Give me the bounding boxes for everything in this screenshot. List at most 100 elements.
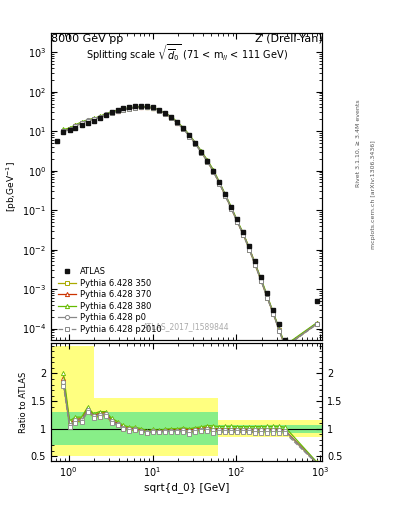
Pythia 6.428 p2010 xyxy=(259,278,264,284)
Pythia 6.428 350 xyxy=(73,123,78,129)
Pythia 6.428 380 xyxy=(127,104,132,111)
Pythia 6.428 370 xyxy=(109,109,114,115)
Pythia 6.428 350 xyxy=(247,247,252,253)
Pythia 6.428 350 xyxy=(223,193,228,199)
Pythia 6.428 p0 xyxy=(157,108,162,114)
Pythia 6.428 370 xyxy=(91,116,96,122)
Pythia 6.428 350 xyxy=(187,133,192,139)
Pythia 6.428 380 xyxy=(199,148,204,154)
ATLAS xyxy=(157,106,162,113)
Pythia 6.428 p0 xyxy=(85,117,90,123)
Pythia 6.428 370 xyxy=(121,106,126,112)
Pythia 6.428 370 xyxy=(187,132,192,138)
Pythia 6.428 380 xyxy=(169,114,174,120)
Pythia 6.428 380 xyxy=(79,119,84,125)
Pythia 6.428 p2010 xyxy=(151,105,156,112)
Pythia 6.428 p2010 xyxy=(175,120,180,126)
Pythia 6.428 380 xyxy=(175,119,180,125)
ATLAS xyxy=(139,103,144,109)
ATLAS xyxy=(193,140,198,146)
Pythia 6.428 350 xyxy=(67,126,72,133)
Pythia 6.428 p2010 xyxy=(73,123,78,130)
Pythia 6.428 380 xyxy=(115,107,120,113)
ATLAS xyxy=(253,259,258,265)
Pythia 6.428 380 xyxy=(91,115,96,121)
Pythia 6.428 p0 xyxy=(97,114,102,120)
ATLAS xyxy=(133,103,138,110)
Pythia 6.428 380 xyxy=(277,326,281,332)
ATLAS xyxy=(97,115,102,121)
Pythia 6.428 350 xyxy=(199,150,204,156)
Pythia 6.428 p2010 xyxy=(91,116,96,122)
Pythia 6.428 p2010 xyxy=(67,127,72,133)
Text: ATLAS_2017_I1589844: ATLAS_2017_I1589844 xyxy=(143,322,230,331)
Pythia 6.428 370 xyxy=(127,105,132,111)
Pythia 6.428 p2010 xyxy=(163,111,168,117)
Pythia 6.428 350 xyxy=(145,104,150,111)
Pythia 6.428 p2010 xyxy=(139,104,144,111)
Pythia 6.428 380 xyxy=(181,124,186,131)
Pythia 6.428 380 xyxy=(85,117,90,123)
Pythia 6.428 p0 xyxy=(211,168,216,174)
Pythia 6.428 370 xyxy=(235,218,240,224)
Pythia 6.428 p0 xyxy=(163,111,168,117)
ATLAS xyxy=(265,290,270,296)
Pythia 6.428 p0 xyxy=(265,294,270,300)
ATLAS xyxy=(229,204,234,210)
Pythia 6.428 380 xyxy=(205,157,210,163)
Pythia 6.428 p0 xyxy=(79,120,84,126)
Pythia 6.428 370 xyxy=(277,326,281,332)
ATLAS xyxy=(109,109,114,115)
Pythia 6.428 380 xyxy=(229,204,234,210)
Y-axis label: Ratio to ATLAS: Ratio to ATLAS xyxy=(19,371,28,433)
ATLAS xyxy=(314,298,319,304)
Pythia 6.428 380 xyxy=(223,191,228,198)
Pythia 6.428 p0 xyxy=(133,104,138,111)
Pythia 6.428 p0 xyxy=(175,120,180,126)
ATLAS xyxy=(85,119,90,125)
Pythia 6.428 350 xyxy=(61,128,66,134)
Pythia 6.428 370 xyxy=(103,111,108,117)
Y-axis label: d$\sigma$
/dsqrt($\overline{d}_0$)
[pb,GeV$^{-1}$]: d$\sigma$ /dsqrt($\overline{d}_0$) [pb,G… xyxy=(0,161,19,212)
Pythia 6.428 350 xyxy=(139,104,144,111)
Pythia 6.428 380 xyxy=(247,245,252,251)
Pythia 6.428 350 xyxy=(79,120,84,126)
Pythia 6.428 370 xyxy=(163,111,168,117)
Pythia 6.428 p0 xyxy=(253,262,258,268)
X-axis label: sqrt{d_0} [GeV]: sqrt{d_0} [GeV] xyxy=(144,482,230,493)
Pythia 6.428 p2010 xyxy=(253,262,258,268)
Text: Rivet 3.1.10, ≥ 3.4M events: Rivet 3.1.10, ≥ 3.4M events xyxy=(356,99,361,187)
Pythia 6.428 350 xyxy=(115,108,120,114)
Pythia 6.428 p0 xyxy=(151,105,156,111)
ATLAS xyxy=(211,167,216,174)
Pythia 6.428 350 xyxy=(103,112,108,118)
ATLAS xyxy=(79,122,84,129)
Pythia 6.428 380 xyxy=(271,309,275,315)
Pythia 6.428 350 xyxy=(271,310,275,316)
Pythia 6.428 380 xyxy=(265,293,270,299)
Pythia 6.428 370 xyxy=(97,114,102,120)
Pythia 6.428 380 xyxy=(133,104,138,110)
Pythia 6.428 370 xyxy=(181,125,186,131)
Pythia 6.428 370 xyxy=(157,108,162,114)
Pythia 6.428 p0 xyxy=(217,180,222,186)
Pythia 6.428 370 xyxy=(67,125,72,132)
ATLAS xyxy=(55,138,59,144)
ATLAS xyxy=(187,132,192,138)
ATLAS xyxy=(241,229,246,235)
Pythia 6.428 370 xyxy=(145,104,150,110)
Text: 8000 GeV pp: 8000 GeV pp xyxy=(51,33,123,44)
Pythia 6.428 380 xyxy=(97,113,102,119)
Pythia 6.428 350 xyxy=(205,158,210,164)
Pythia 6.428 380 xyxy=(145,103,150,110)
Pythia 6.428 p0 xyxy=(271,310,275,316)
Pythia 6.428 p2010 xyxy=(283,344,288,350)
Pythia 6.428 p0 xyxy=(229,205,234,211)
Pythia 6.428 350 xyxy=(235,219,240,225)
Pythia 6.428 370 xyxy=(139,104,144,110)
Pythia 6.428 p2010 xyxy=(241,232,246,238)
Pythia 6.428 p0 xyxy=(205,158,210,164)
Pythia 6.428 p2010 xyxy=(235,219,240,225)
ATLAS xyxy=(205,158,210,164)
Pythia 6.428 350 xyxy=(169,115,174,121)
